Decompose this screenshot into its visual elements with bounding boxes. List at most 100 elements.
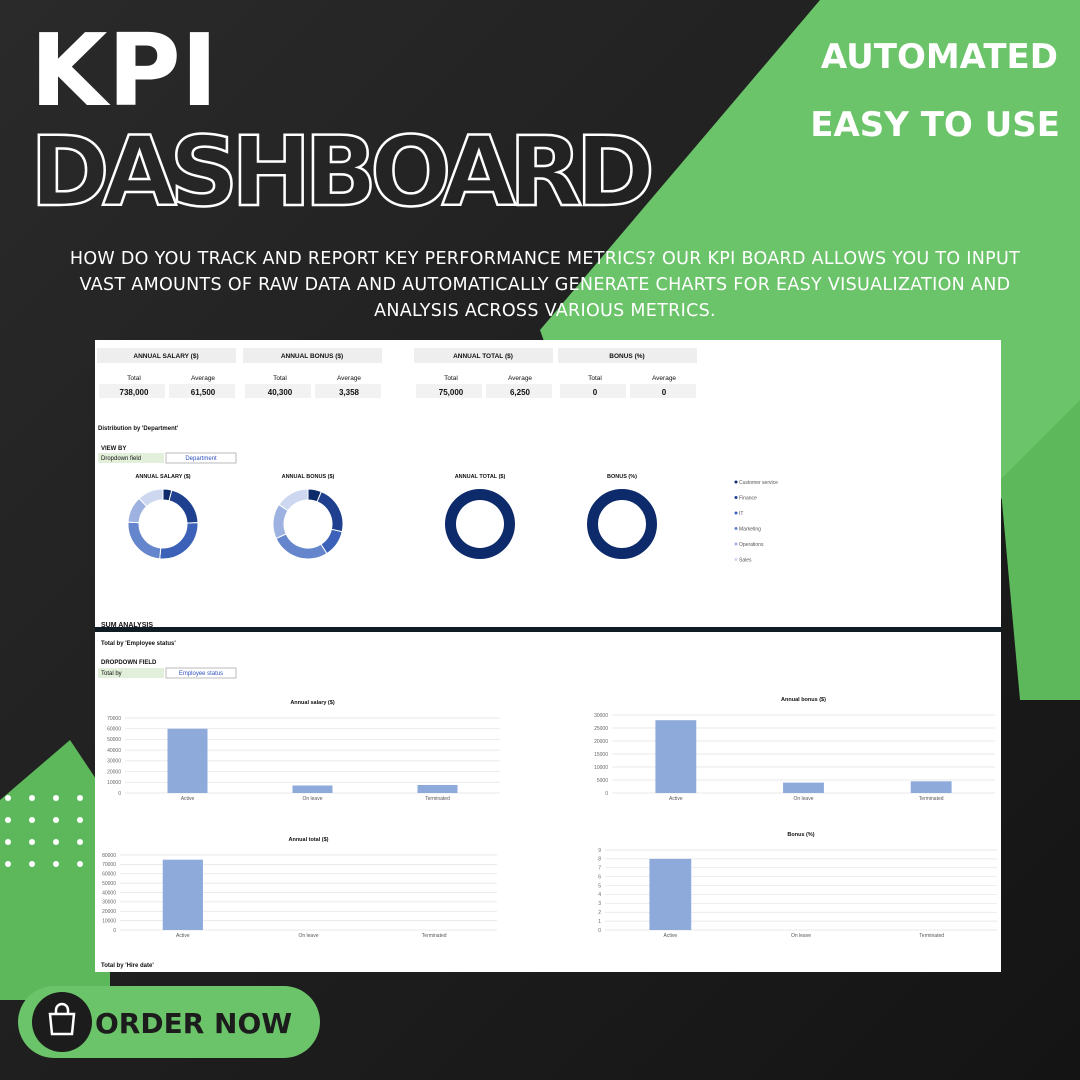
dot [5, 839, 11, 845]
card-value-box [169, 384, 235, 398]
dot [77, 795, 83, 801]
y-tick-label: 25000 [594, 726, 608, 732]
dot [53, 861, 59, 867]
dot [5, 861, 11, 867]
y-tick-label: 10000 [107, 780, 121, 786]
legend-label: Operations [739, 542, 764, 548]
card-value: 0 [662, 388, 667, 397]
card-header [558, 348, 697, 363]
card-label: Total [273, 375, 287, 382]
divider [95, 627, 1001, 632]
bar [655, 720, 697, 793]
card-value-box [315, 384, 381, 398]
donut-segment [138, 488, 164, 508]
bar [783, 782, 824, 793]
card-value-box [99, 384, 165, 398]
card-value: 61,500 [191, 388, 216, 397]
dot [29, 817, 35, 823]
y-tick-label: 70000 [107, 716, 121, 722]
x-tick-label: On leave [298, 933, 318, 939]
description: HOW DO YOU TRACK AND REPORT KEY PERFORMA… [69, 249, 1021, 321]
card-value: 75,000 [439, 388, 464, 397]
legend-marker [734, 527, 738, 530]
y-tick-label: 0 [605, 791, 608, 797]
y-tick-label: 20000 [107, 769, 121, 775]
label: Total by 'Employee status' [101, 641, 176, 647]
y-tick-label: 40000 [107, 748, 121, 754]
y-tick-label: 20000 [594, 739, 608, 745]
card-value-box [486, 384, 552, 398]
chart-title: Annual bonus ($) [781, 697, 826, 703]
y-tick-label: 0 [113, 928, 116, 934]
chart-title: BONUS (%) [607, 474, 637, 480]
card-value-box [630, 384, 696, 398]
order-button[interactable] [18, 986, 320, 1058]
x-tick-label: Active [181, 796, 195, 802]
y-tick-label: 5 [598, 883, 601, 889]
bar [649, 858, 692, 930]
card-label: Total [588, 375, 602, 382]
donut-segment [278, 488, 309, 512]
field-box [98, 668, 164, 678]
y-tick-label: 30000 [102, 900, 116, 906]
x-tick-label: Active [664, 933, 678, 939]
bag-icon[interactable] [48, 1002, 76, 1036]
card-title: ANNUAL SALARY ($) [133, 353, 198, 360]
dropdown-value[interactable]: Employee status [179, 671, 223, 677]
dot [5, 795, 11, 801]
x-tick-label: On leave [793, 796, 813, 802]
y-tick-label: 50000 [107, 737, 121, 743]
y-tick-label: 9 [598, 848, 601, 854]
field-box [98, 453, 164, 463]
dropdown[interactable] [165, 452, 237, 464]
donut-segment [444, 489, 515, 559]
bar [910, 781, 952, 793]
label: Total by 'Hire date' [101, 963, 154, 969]
legend-marker [734, 542, 738, 546]
title: KPI [30, 12, 218, 129]
card-value-box [245, 384, 311, 398]
legend-label: Customer service [739, 480, 778, 486]
x-tick-label: Terminated [919, 796, 944, 802]
dropdown[interactable] [165, 667, 237, 679]
legend-marker [734, 558, 738, 561]
x-tick-label: Terminated [919, 933, 944, 939]
y-tick-label: 50000 [102, 881, 116, 887]
y-tick-label: 40000 [102, 890, 116, 896]
y-tick-label: 3 [598, 901, 601, 907]
x-tick-label: Active [176, 933, 190, 939]
dropdown-value[interactable]: Department [185, 456, 217, 462]
green-shape [0, 740, 110, 1000]
bar [417, 784, 458, 793]
dot [29, 839, 35, 845]
card-label: Average [191, 375, 215, 382]
legend-label: Marketing [739, 526, 761, 532]
badge: EASY TO USE [810, 105, 1060, 145]
x-tick-label: Active [669, 796, 683, 802]
y-tick-label: 20000 [102, 909, 116, 915]
x-tick-label: On leave [791, 933, 811, 939]
button-icon[interactable] [32, 992, 92, 1052]
legend-label: Sales [739, 557, 752, 563]
button-label[interactable]: ORDER NOW [95, 1007, 292, 1040]
card-label: Total [444, 375, 458, 382]
chart-title: ANNUAL BONUS ($) [282, 474, 335, 480]
y-tick-label: 30000 [107, 759, 121, 765]
card-label: Average [508, 375, 532, 382]
card-title: ANNUAL BONUS ($) [281, 353, 343, 360]
chart-title: ANNUAL SALARY ($) [135, 474, 190, 480]
dashboard-panel [95, 340, 1001, 972]
card-title: BONUS (%) [609, 353, 644, 360]
y-tick-label: 7 [598, 866, 601, 872]
y-tick-label: 80000 [102, 853, 116, 859]
bar [292, 785, 333, 793]
card-value-box [560, 384, 626, 398]
y-tick-label: 2 [598, 910, 601, 916]
dot [5, 817, 11, 823]
bar [167, 728, 208, 793]
card-header [414, 348, 553, 363]
card-value: 738,000 [120, 388, 149, 397]
label: VIEW BY [101, 446, 126, 452]
card-value: 6,250 [510, 388, 531, 397]
